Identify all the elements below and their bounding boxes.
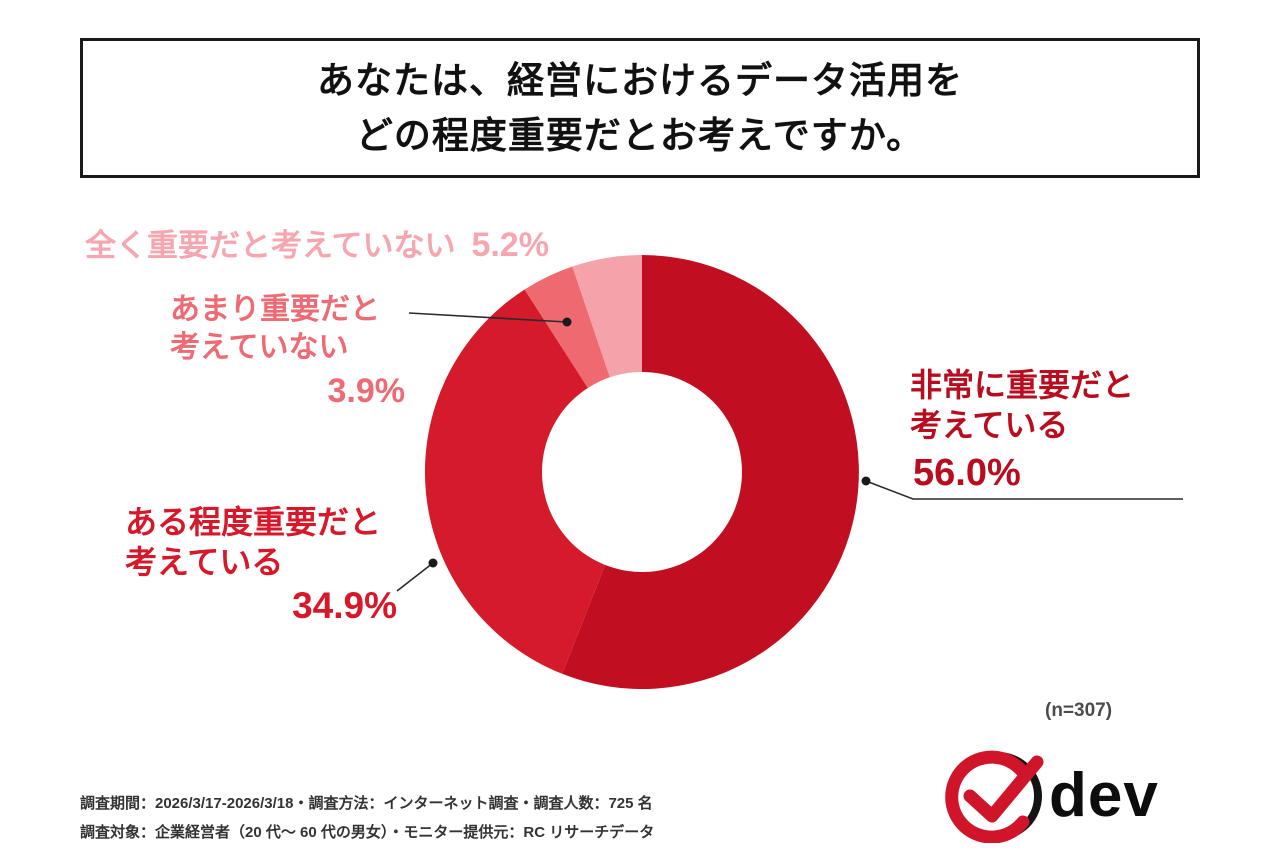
label-very-important-line1: 非常に重要だと: [910, 367, 1135, 403]
label-somewhat-important-line1: ある程度重要だと: [125, 504, 382, 540]
label-not-very-important-line2: 考えていない: [170, 331, 349, 365]
logo-check-icon: [963, 755, 1044, 823]
page-title-line1: あなたは、経営におけるデータ活用を: [317, 59, 963, 101]
sample-size-label: (n=307): [1045, 700, 1113, 721]
label-somewhat-important: ある程度重要だと 考えている: [125, 502, 381, 582]
page-title-line2: どの程度重要だとお考えですか。: [355, 115, 925, 156]
survey-note-line1: 調査期間：2026/3/17-2026/3/18・調査方法：インターネット調査・…: [80, 795, 653, 812]
label-somewhat-important-value: 34.9%: [292, 585, 397, 626]
logo-red-ring: [945, 750, 1030, 843]
leader-line-somewhat-important: [396, 562, 434, 592]
label-not-very-important: あまり重要だと 考えていない: [170, 291, 380, 368]
leader-line-not-very-important: [408, 312, 568, 323]
label-very-important-line2: 考えている: [910, 407, 1069, 443]
label-not-very-important-line1: あまり重要だと: [170, 293, 380, 326]
donut-hole: [542, 372, 742, 572]
label-very-important-value: 56.0%: [913, 452, 1021, 494]
brand-logo: dev: [940, 748, 1159, 843]
brand-logo-text: dev: [1049, 761, 1159, 830]
label-very-important: 非常に重要だと 考えている: [910, 365, 1134, 445]
title-box: あなたは、経営におけるデータ活用を どの程度重要だとお考えですか。: [80, 38, 1200, 178]
leader-dot-not-very-important: [562, 317, 572, 327]
label-not-important-at-all: 全く重要だと考えていない 5.2%: [85, 220, 549, 265]
label-not-important-at-all-value: 5.2%: [471, 226, 549, 264]
brand-logo-icon: [945, 750, 1044, 843]
label-not-very-important-value: 3.9%: [327, 372, 406, 410]
leader-dot-very-important: [861, 476, 871, 486]
leader-dot-somewhat-important: [428, 558, 438, 568]
label-somewhat-important-line2: 考えている: [125, 544, 284, 580]
survey-note-line2: 調査対象：企業経営者（20 代〜 60 代の男女）・モニター提供元：RC リサー…: [80, 824, 655, 841]
donut-segment-1: [424, 289, 642, 674]
label-not-important-at-all-text: 全く重要だと考えていない: [85, 228, 456, 263]
leader-line-very-important: [865, 480, 1183, 500]
